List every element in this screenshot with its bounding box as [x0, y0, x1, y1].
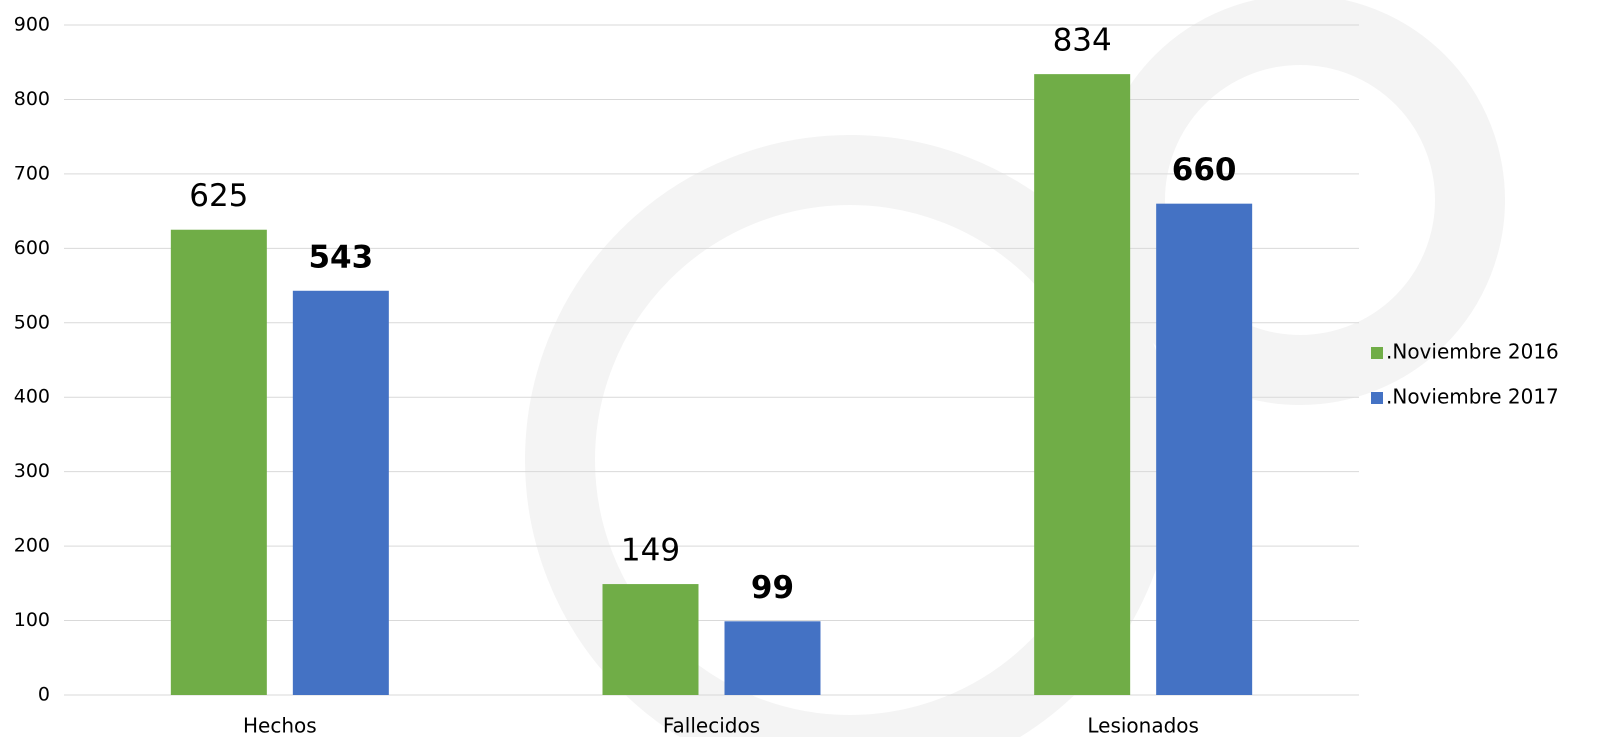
y-tick-label: 900 — [14, 14, 50, 36]
value-label: 99 — [751, 570, 794, 606]
x-tick-label: Hechos — [243, 714, 317, 737]
y-tick-label: 500 — [14, 311, 50, 333]
bar — [1034, 74, 1131, 696]
value-label: 660 — [1172, 152, 1237, 188]
value-label: 625 — [189, 178, 248, 214]
y-tick-label: 200 — [14, 535, 50, 557]
value-label: 149 — [621, 533, 680, 569]
bar — [602, 584, 699, 695]
y-tick-label: 800 — [14, 88, 50, 110]
y-tick-label: 100 — [14, 609, 50, 631]
legend-label: .Noviembre 2017 — [1386, 385, 1559, 409]
bar — [724, 621, 821, 695]
y-tick-label: 700 — [14, 162, 50, 184]
y-tick-label: 0 — [38, 684, 50, 706]
y-tick-label: 600 — [14, 237, 50, 259]
value-label: 543 — [308, 239, 373, 275]
y-tick-label: 400 — [14, 386, 50, 408]
value-label: 834 — [1053, 23, 1112, 59]
y-tick-label: 300 — [14, 460, 50, 482]
legend-label: .Noviembre 2016 — [1386, 340, 1559, 364]
x-tick-label: Fallecidos — [663, 714, 760, 737]
legend-swatch — [1371, 392, 1383, 404]
x-tick-label: Lesionados — [1087, 714, 1199, 737]
legend-swatch — [1371, 347, 1383, 359]
bar — [170, 229, 267, 695]
bar — [292, 290, 389, 695]
bar — [1156, 203, 1253, 695]
